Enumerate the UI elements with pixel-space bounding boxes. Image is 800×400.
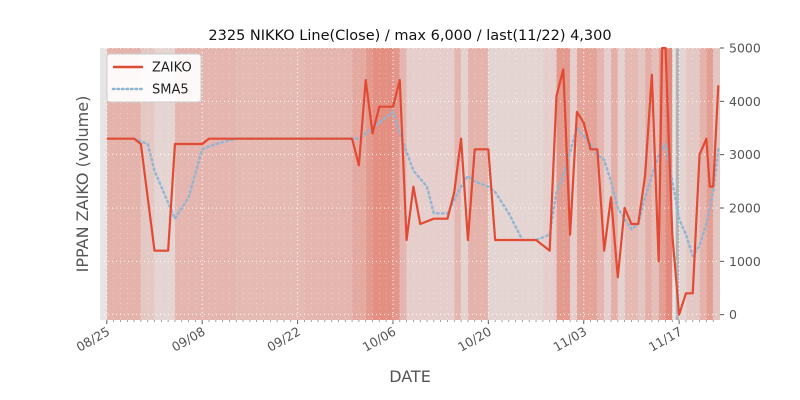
- band-26: [638, 48, 646, 320]
- band-30: [665, 48, 673, 320]
- band-32: [679, 48, 686, 320]
- y-axis-label: IPPAN ZAIKO (volume): [73, 96, 92, 273]
- x-ticks: 08/25 09/08 09/22 10/06 10/20 11/03 11/17: [74, 320, 714, 355]
- band-13: [454, 48, 462, 320]
- series-group: [106, 46, 720, 316]
- band-10: [392, 48, 400, 320]
- band-20: [576, 48, 598, 320]
- y-tick-label-1: 1000: [729, 254, 761, 269]
- band-3: [154, 48, 175, 320]
- band-0: [100, 48, 107, 320]
- y-tick-label-2: 2000: [729, 201, 761, 216]
- x-tick-label-2: 09/22: [264, 324, 303, 355]
- band-23: [610, 48, 618, 320]
- band-8: [365, 48, 373, 320]
- x-tick-label-1: 09/08: [169, 324, 208, 355]
- band-29: [658, 48, 666, 320]
- band-24: [617, 48, 625, 320]
- band-6: [304, 48, 353, 320]
- y-tick-label-5: 5000: [729, 41, 761, 56]
- series-line-zaiko: [106, 46, 720, 316]
- x-tick-label-5: 11/03: [551, 324, 590, 355]
- y-ticks: 0 1000 2000 3000 4000 5000: [720, 41, 761, 322]
- band-12: [406, 48, 455, 320]
- gray-band: [675, 48, 680, 320]
- legend: ZAIKO SMA5: [106, 53, 202, 103]
- y-tick-label-0: 0: [729, 307, 737, 322]
- y-tick-label-3: 3000: [729, 147, 761, 162]
- x-tick-label-3: 10/06: [360, 324, 399, 355]
- x-axis-label: DATE: [389, 367, 431, 386]
- x-tick-label-0: 08/25: [74, 324, 113, 355]
- legend-label-sma5: SMA5: [152, 83, 189, 98]
- x-tick-label-4: 10/20: [455, 324, 494, 355]
- band-34: [699, 48, 707, 320]
- band-36: [713, 48, 720, 320]
- legend-label-zaiko: ZAIKO: [152, 61, 192, 76]
- y-tick-label-4: 4000: [729, 94, 761, 109]
- band-22: [604, 48, 611, 320]
- chart-title: 2325 NIKKO Line(Close) / max 6,000 / las…: [208, 28, 611, 44]
- band-9: [372, 48, 393, 320]
- x-tick-label-6: 11/17: [646, 324, 685, 355]
